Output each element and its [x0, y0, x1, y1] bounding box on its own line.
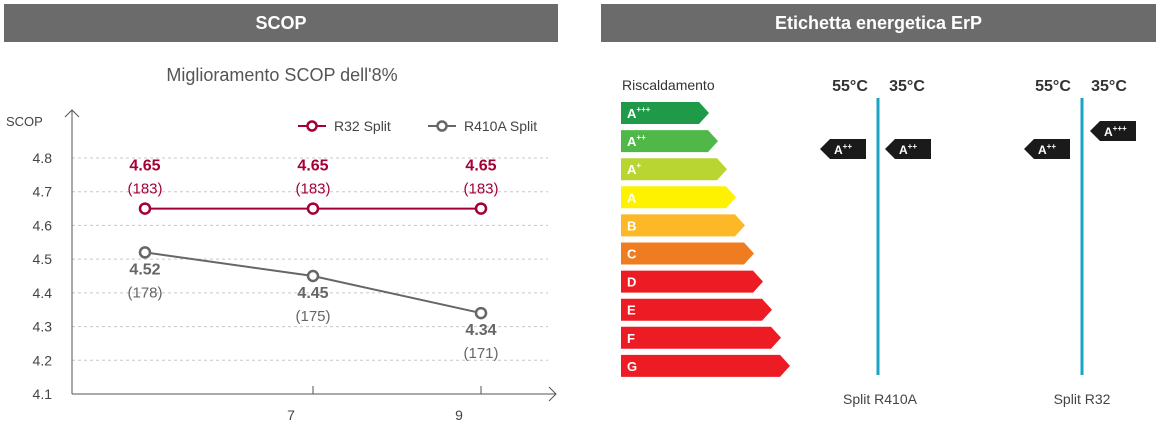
data-label: 4.65 — [465, 158, 496, 175]
legend-marker — [306, 120, 318, 132]
erp-panel-header: Etichetta energetica ErP — [601, 4, 1156, 42]
y-tick-label: 4.1 — [33, 386, 53, 402]
y-tick-label: 4.3 — [33, 319, 53, 335]
y-tick-label: 4.7 — [33, 184, 53, 200]
energy-class-bar — [621, 354, 790, 377]
energy-class-label: E — [627, 303, 636, 318]
data-sublabel: (175) — [295, 308, 330, 325]
y-tick-label: 4.6 — [33, 217, 53, 233]
rating-badge-35 — [885, 139, 931, 159]
energy-class-bar — [621, 214, 745, 237]
energy-class-label: D — [627, 275, 636, 290]
data-sublabel: (183) — [295, 181, 330, 198]
y-tick-label: 4.5 — [33, 251, 53, 267]
energy-class-bar — [621, 242, 754, 265]
data-point — [306, 202, 320, 215]
rating-badge-55 — [820, 139, 866, 159]
energy-class-label: G — [627, 359, 637, 374]
energy-class-bar — [621, 130, 718, 153]
energy-class-label: B — [627, 218, 636, 233]
energy-class-bar — [621, 186, 736, 209]
data-point — [306, 269, 320, 283]
data-point — [474, 306, 488, 320]
temp-55-header: 55°C — [1035, 78, 1071, 95]
legend-marker — [436, 120, 448, 132]
data-sublabel: (183) — [127, 181, 162, 198]
data-label: 4.34 — [465, 322, 496, 339]
legend-label: R32 Split — [334, 118, 391, 134]
scop-line-chart: Miglioramento SCOP dell'8% SCOP 4.8 4.7 4.… — [6, 65, 557, 423]
temp-35-header: 35°C — [1091, 78, 1127, 95]
data-point — [138, 246, 152, 259]
energy-class-bar — [621, 326, 781, 349]
energy-class-bar — [621, 270, 763, 293]
y-axis-label: SCOP — [6, 114, 43, 129]
y-tick-label: 4.8 — [33, 150, 53, 166]
product-name: Split R410A — [843, 391, 918, 407]
y-axis-arrow — [64, 109, 80, 118]
energy-class-label: F — [627, 331, 635, 346]
rating-badge-55 — [1024, 139, 1070, 159]
energy-class-bar — [621, 102, 709, 124]
x-tick-label: 9 — [455, 407, 463, 423]
data-sublabel: (171) — [463, 345, 498, 362]
scale-title: Riscaldamento — [622, 77, 715, 93]
temp-35-header: 35°C — [889, 78, 925, 95]
data-sublabel: (183) — [463, 181, 498, 198]
y-tick-label: 4.4 — [33, 285, 53, 301]
energy-class-bar — [621, 158, 727, 181]
x-axis-arrow — [548, 386, 557, 402]
y-tick-label: 4.2 — [33, 352, 53, 368]
scop-panel-header: SCOP — [4, 4, 558, 42]
product-name: Split R32 — [1054, 391, 1111, 407]
x-tick-label: 7 — [287, 407, 295, 423]
data-point — [474, 202, 488, 215]
data-label: 4.52 — [129, 261, 160, 278]
data-label: 4.45 — [297, 285, 328, 302]
data-point — [138, 202, 152, 215]
series-line — [144, 251, 482, 315]
data-label: 4.65 — [297, 158, 328, 175]
legend-label: R410A Split — [464, 118, 537, 134]
energy-class-bar — [621, 298, 772, 321]
data-sublabel: (178) — [127, 284, 162, 301]
energy-class-label: C — [627, 247, 637, 262]
chart-title: Miglioramento SCOP dell'8% — [166, 65, 397, 85]
data-label: 4.65 — [129, 158, 160, 175]
rating-badge-35 — [1090, 121, 1136, 141]
temp-55-header: 55°C — [832, 78, 868, 95]
energy-class-label: A — [627, 190, 637, 205]
